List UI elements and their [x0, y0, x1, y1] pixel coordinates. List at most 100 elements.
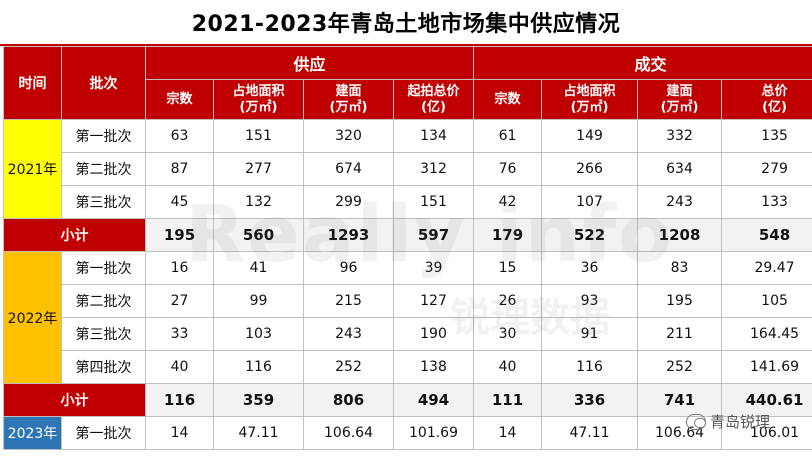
header-supply-col: 占地面积 (万㎡) — [213, 79, 304, 120]
value-cell: 63 — [145, 119, 214, 153]
value-cell: 135 — [721, 119, 812, 153]
value-cell: 101.69 — [392, 416, 475, 450]
subtotal-value: 597 — [392, 218, 475, 252]
batch-cell: 第三批次 — [61, 185, 146, 219]
subtotal-value: 494 — [392, 383, 475, 417]
value-cell: 96 — [303, 251, 394, 285]
value-cell: 40 — [473, 350, 543, 384]
value-cell: 134 — [392, 119, 475, 153]
header-batch: 批次 — [61, 46, 146, 120]
subtotal-row: 小计 116 359 806 494 111 336 741 440.61 — [3, 383, 812, 417]
header-supply-col: 起拍总价 (亿) — [392, 79, 475, 120]
year-cell: 2022年 — [3, 251, 62, 384]
value-cell: 151 — [392, 185, 475, 219]
header-time: 时间 — [3, 46, 62, 120]
value-cell: 243 — [303, 317, 394, 351]
subtotal-label: 小计 — [3, 218, 146, 252]
value-cell: 106.64 — [303, 416, 394, 450]
value-cell: 33 — [145, 317, 214, 351]
subtotal-value: 522 — [541, 218, 639, 252]
value-cell: 320 — [303, 119, 394, 153]
value-cell: 138 — [392, 350, 475, 384]
value-cell: 47.11 — [213, 416, 304, 450]
batch-cell: 第二批次 — [61, 284, 146, 318]
value-cell: 149 — [541, 119, 639, 153]
subtotal-value: 179 — [473, 218, 543, 252]
table-row: 2021年 第一批次 63 151 320 134 61 149 332 135 — [3, 119, 812, 219]
year-cell: 2023年 — [3, 416, 62, 450]
value-cell: 277 — [213, 152, 304, 186]
header-supply: 供应 — [144, 46, 475, 80]
value-cell: 116 — [213, 350, 304, 384]
value-cell: 141.69 — [721, 350, 812, 384]
value-cell: 279 — [721, 152, 812, 186]
value-cell: 252 — [303, 350, 394, 384]
table-row: 第二批次 87 277 674 312 76 266 634 279 — [4, 152, 812, 186]
subtotal-value: 116 — [145, 383, 214, 417]
header-deal-col: 建面 (万㎡) — [637, 79, 723, 120]
value-cell: 99 — [213, 284, 304, 318]
value-cell: 26 — [473, 284, 543, 318]
value-cell: 29.47 — [721, 251, 812, 285]
header-deal-col: 宗数 — [473, 79, 543, 120]
page-title: 2021-2023年青岛土地市场集中供应情况 — [191, 12, 621, 37]
value-cell: 195 — [637, 284, 723, 318]
value-cell: 107 — [541, 185, 639, 219]
subtotal-row: 小计 195 560 1293 597 179 522 1208 548 — [3, 218, 812, 252]
value-cell: 42 — [473, 185, 543, 219]
value-cell: 91 — [541, 317, 639, 351]
header-supply-col: 宗数 — [145, 79, 214, 120]
value-cell: 45 — [145, 185, 214, 219]
value-cell: 674 — [303, 152, 394, 186]
subtotal-value: 440.61 — [721, 383, 812, 417]
value-cell: 252 — [637, 350, 723, 384]
subtotal-value: 111 — [473, 383, 543, 417]
value-cell: 36 — [541, 251, 639, 285]
value-cell: 215 — [303, 284, 394, 318]
batch-cell: 第一批次 — [61, 251, 146, 285]
value-cell: 211 — [637, 317, 723, 351]
value-cell: 15 — [473, 251, 543, 285]
value-cell: 61 — [473, 119, 543, 153]
value-cell: 76 — [473, 152, 543, 186]
value-cell: 93 — [541, 284, 639, 318]
subtotal-value: 1208 — [637, 218, 723, 252]
wechat-logo: 青岛锐理 — [686, 411, 770, 432]
table-row: 第三批次 33 103 243 190 30 91 211 164.45 — [4, 317, 812, 351]
subtotal-value: 195 — [145, 218, 214, 252]
subtotal-value: 359 — [213, 383, 304, 417]
wechat-icon — [686, 413, 706, 430]
value-cell: 266 — [541, 152, 639, 186]
logo-text: 青岛锐理 — [710, 413, 771, 431]
value-cell: 47.11 — [541, 416, 639, 450]
value-cell: 39 — [392, 251, 475, 285]
value-cell: 41 — [213, 251, 304, 285]
value-cell: 151 — [213, 119, 304, 153]
value-cell: 634 — [637, 152, 723, 186]
value-cell: 14 — [145, 416, 214, 450]
value-cell: 243 — [637, 185, 723, 219]
batch-cell: 第一批次 — [61, 416, 146, 450]
value-cell: 106.01 — [721, 416, 812, 450]
value-cell: 30 — [473, 317, 543, 351]
header-deal-col: 占地面积 (万㎡) — [541, 79, 639, 120]
header-supply-col: 建面 (万㎡) — [303, 79, 394, 120]
value-cell: 87 — [145, 152, 214, 186]
value-cell: 116 — [541, 350, 639, 384]
value-cell: 164.45 — [721, 317, 812, 351]
table-row: 第二批次 27 99 215 127 26 93 195 105 — [4, 284, 812, 318]
subtotal-value: 806 — [303, 383, 394, 417]
value-cell: 83 — [637, 251, 723, 285]
subtotal-value: 741 — [637, 383, 723, 417]
value-cell: 40 — [145, 350, 214, 384]
value-cell: 133 — [721, 185, 812, 219]
header-deal: 成交 — [473, 46, 812, 80]
value-cell: 105 — [721, 284, 812, 318]
batch-cell: 第四批次 — [61, 350, 146, 384]
value-cell: 132 — [213, 185, 304, 219]
batch-cell: 第二批次 — [61, 152, 146, 186]
year-cell: 2021年 — [3, 119, 62, 219]
table-row: 第四批次 40 116 252 138 40 116 252 141.69 — [4, 350, 812, 384]
value-cell: 127 — [392, 284, 475, 318]
batch-cell: 第三批次 — [61, 317, 146, 351]
